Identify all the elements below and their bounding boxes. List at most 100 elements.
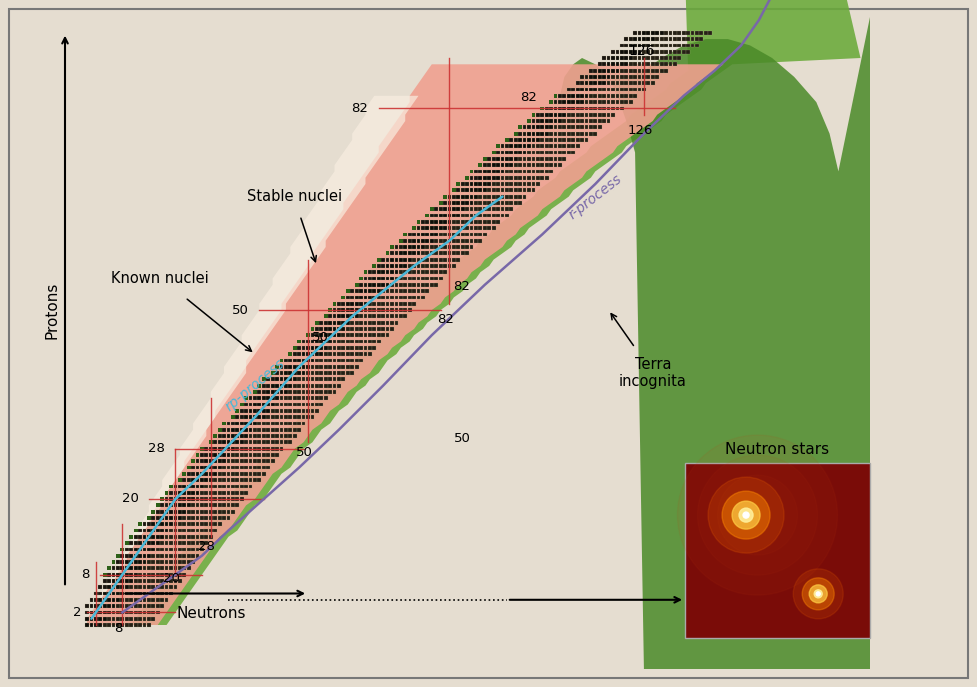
Bar <box>332 308 336 312</box>
Bar <box>469 207 473 211</box>
Bar <box>483 188 487 192</box>
Bar <box>266 428 270 431</box>
Bar <box>641 81 645 85</box>
Bar <box>531 119 534 123</box>
Bar <box>271 422 275 425</box>
Bar <box>575 113 579 117</box>
Bar <box>204 466 208 469</box>
Bar <box>266 440 270 444</box>
Bar <box>164 535 168 539</box>
Bar <box>549 100 552 104</box>
Bar <box>306 346 310 350</box>
Bar <box>164 566 168 570</box>
Bar <box>94 592 98 596</box>
Bar <box>231 491 234 495</box>
Bar <box>160 560 164 564</box>
Bar <box>195 466 199 469</box>
Bar <box>328 321 331 324</box>
Bar <box>262 460 266 463</box>
Bar <box>155 579 159 583</box>
Bar <box>138 554 142 558</box>
Bar <box>420 289 424 293</box>
Bar <box>143 617 147 620</box>
Bar <box>160 566 164 570</box>
Bar <box>323 321 327 324</box>
Circle shape <box>732 501 759 529</box>
Bar <box>292 390 296 394</box>
Text: 28: 28 <box>198 540 215 553</box>
Bar <box>271 440 275 444</box>
Bar <box>588 100 592 104</box>
Bar <box>155 541 159 545</box>
Bar <box>248 460 252 463</box>
Bar <box>257 453 261 457</box>
Bar <box>460 214 464 217</box>
Bar <box>447 214 450 217</box>
Bar <box>200 478 203 482</box>
Bar <box>143 566 147 570</box>
Bar <box>248 428 252 431</box>
Bar <box>253 447 257 451</box>
Bar <box>231 422 234 425</box>
Bar <box>447 207 450 211</box>
Bar <box>244 403 248 407</box>
Bar <box>663 43 667 47</box>
Bar <box>363 315 367 318</box>
Bar <box>173 484 177 488</box>
Bar <box>623 43 627 47</box>
Bar <box>244 434 248 438</box>
Bar <box>443 194 446 199</box>
Bar <box>275 365 278 369</box>
Bar <box>451 188 455 192</box>
Bar <box>558 106 561 111</box>
Bar <box>579 81 583 85</box>
Bar <box>182 510 186 513</box>
Bar <box>151 604 155 608</box>
Bar <box>487 182 490 186</box>
Bar <box>385 270 389 274</box>
Bar <box>465 245 469 249</box>
Bar <box>111 611 115 614</box>
Bar <box>390 315 394 318</box>
Bar <box>297 396 301 400</box>
Bar <box>527 144 531 148</box>
Bar <box>703 31 707 35</box>
Bar <box>239 478 243 482</box>
Bar <box>337 327 341 331</box>
Bar <box>394 295 398 300</box>
Bar <box>111 617 115 620</box>
Bar <box>182 541 186 545</box>
Bar <box>571 88 574 91</box>
Bar <box>178 528 182 532</box>
Bar <box>487 226 490 230</box>
Bar <box>239 472 243 475</box>
Bar <box>288 359 292 362</box>
Bar <box>169 491 173 495</box>
Bar <box>487 194 490 199</box>
Bar <box>593 100 597 104</box>
Bar <box>465 239 469 243</box>
Bar <box>403 277 406 280</box>
Bar <box>173 504 177 507</box>
Bar <box>227 422 231 425</box>
Bar <box>483 170 487 173</box>
Bar <box>138 522 142 526</box>
Bar <box>129 604 133 608</box>
Bar <box>420 270 424 274</box>
Bar <box>518 144 522 148</box>
Bar <box>668 37 671 41</box>
Bar <box>367 352 371 356</box>
Bar <box>222 460 226 463</box>
Bar <box>107 573 110 576</box>
Bar <box>182 573 186 576</box>
Bar <box>283 422 287 425</box>
Bar <box>420 226 424 230</box>
Bar <box>549 144 552 148</box>
Bar <box>160 548 164 551</box>
Bar <box>447 232 450 236</box>
Bar <box>579 100 583 104</box>
Bar <box>341 321 345 324</box>
Bar <box>575 94 579 98</box>
Bar <box>513 150 517 155</box>
Bar <box>279 396 283 400</box>
